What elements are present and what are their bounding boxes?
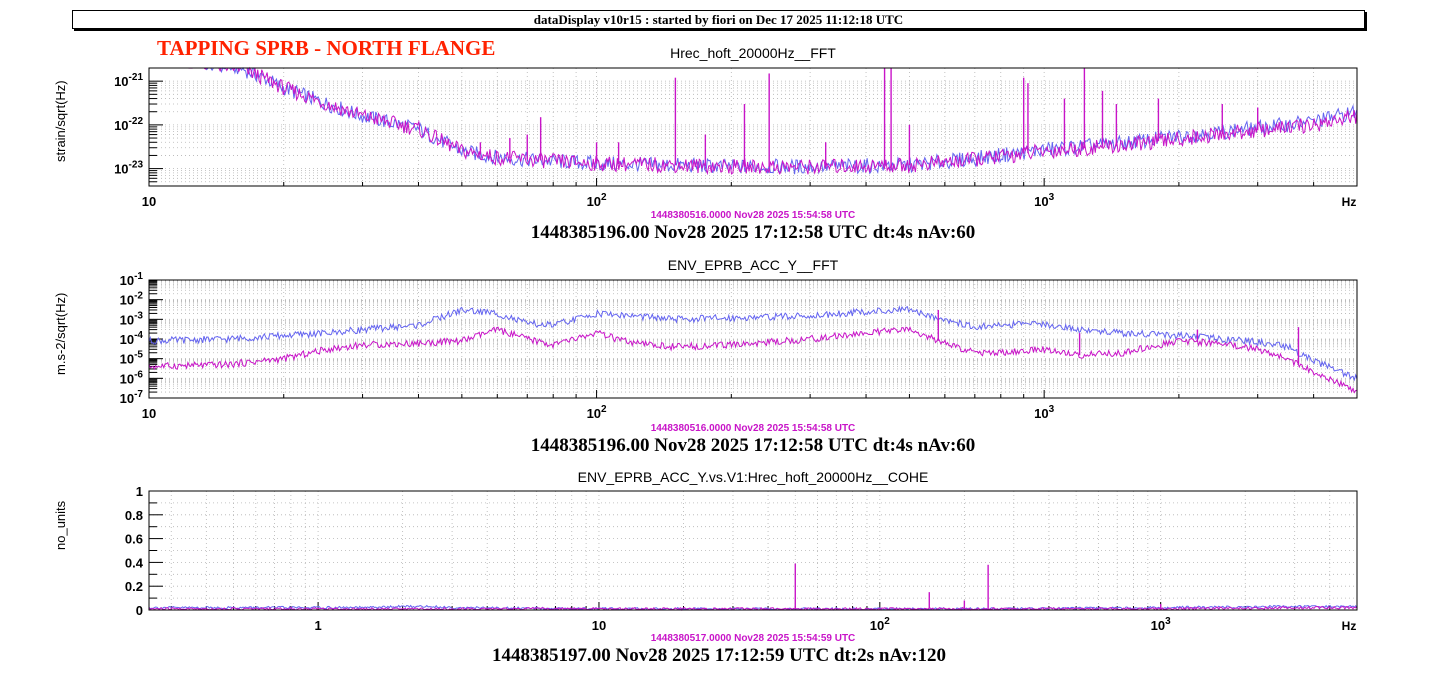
y-tick-label: 0.2 — [125, 579, 143, 594]
y-tick-label: 10-6 — [120, 369, 144, 386]
y-tick-label: 0 — [136, 603, 143, 618]
x-tick-label: 102 — [870, 616, 890, 633]
y-tick-label: 10-7 — [120, 389, 144, 406]
x-tick-label: 102 — [587, 404, 607, 421]
x-tick-label: 10 — [142, 406, 156, 421]
x-unit-label: Hz — [1342, 195, 1357, 209]
y-tick-label: 1 — [136, 484, 143, 499]
x-tick-label: 103 — [1034, 404, 1054, 421]
y-tick-label: 10-23 — [114, 160, 143, 177]
series-trace — [148, 326, 1358, 394]
x-unit-label: Hz — [1342, 619, 1357, 633]
panel-3: 1 10 102 103 0 0.2 0.4 0.6 0.8 1 Hz — [125, 484, 1358, 633]
y-tick-label: 10-3 — [120, 310, 144, 327]
panel-2-ref-stamp: 1448380516.0000 Nov28 2025 15:54:58 UTC — [650, 423, 856, 434]
panel-3-ref-stamp: 1448380517.0000 Nov28 2025 15:54:59 UTC — [650, 633, 856, 644]
series-trace — [149, 66, 1358, 176]
panel-2-stamp: 1448385196.00 Nov28 2025 17:12:58 UTC dt… — [530, 435, 976, 456]
y-tick-label: 10-2 — [120, 291, 144, 308]
panel-1-stamp: 1448385196.00 Nov28 2025 17:12:58 UTC dt… — [530, 222, 976, 243]
panel-1-ref-stamp: 1448380516.0000 Nov28 2025 15:54:58 UTC — [650, 210, 856, 221]
x-tick-label: 10 — [142, 194, 156, 209]
x-tick-label: 1 — [314, 618, 321, 633]
y-tick-label: 0.6 — [125, 532, 143, 547]
y-tick-label: 10-21 — [114, 72, 143, 89]
banner-label: TAPPING SPRB - NORTH FLANGE — [157, 36, 496, 60]
panel-2-title: ENV_EPRB_ACC_Y__FFT — [667, 257, 839, 273]
window-title-bar: dataDisplay v10r15 : started by fiori on… — [72, 10, 1365, 29]
panel-2: 10 102 103 10-7 10-6 10-5 10-4 10-3 10-2 10-1 — [120, 271, 1358, 421]
y-tick-label: 10-22 — [114, 116, 143, 133]
plot-frame — [148, 490, 1358, 611]
x-tick-label: 10 — [592, 618, 606, 633]
series-trace — [148, 305, 1358, 382]
y-tick-label: 10-5 — [120, 350, 144, 367]
panel-3-title: ENV_EPRB_ACC_Y.vs.V1:Hrec_hoft_20000Hz__… — [577, 469, 929, 485]
x-tick-label: 102 — [587, 192, 607, 209]
y-tick-label: 0.8 — [125, 508, 143, 523]
plot-frame — [148, 279, 1358, 399]
series-trace — [149, 67, 1358, 175]
y-tick-label: 10-4 — [120, 330, 144, 347]
plot-frame — [148, 67, 1358, 187]
panel-3-stamp: 1448385197.00 Nov28 2025 17:12:59 UTC dt… — [491, 645, 947, 666]
x-tick-label: 103 — [1034, 192, 1054, 209]
y-tick-label: 0.4 — [125, 555, 144, 570]
panel-1-title: Hrec_hoft_20000Hz__FFT — [670, 45, 836, 61]
window-title: dataDisplay v10r15 : started by fiori on… — [533, 12, 904, 27]
x-tick-label: 103 — [1151, 616, 1171, 633]
y-tick-label: 10-1 — [120, 271, 144, 288]
panel-1: 10 102 103 10-23 10-22 10-21 Hz — [114, 66, 1358, 209]
